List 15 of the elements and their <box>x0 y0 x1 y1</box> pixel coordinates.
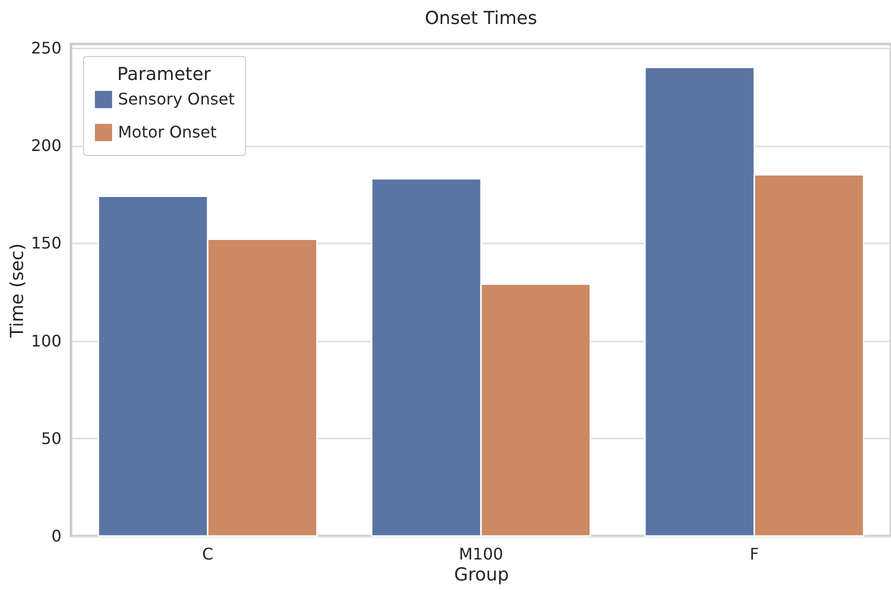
x-tick-label: M100 <box>458 544 504 564</box>
y-tick-label: 50 <box>41 428 62 448</box>
y-tick-label: 200 <box>30 136 62 156</box>
y-tick-label: 100 <box>30 331 62 350</box>
y-tick-label: 0 <box>51 526 62 546</box>
chart-title: Onset Times <box>424 8 538 29</box>
x-tick-label: F <box>750 544 759 564</box>
x-tick-label: C <box>202 544 214 564</box>
y-tick-label: 150 <box>30 234 62 253</box>
legend-title: Parameter <box>117 64 212 85</box>
y-tick-label: 250 <box>30 38 62 58</box>
y-axis-title: Time (sec) <box>6 243 28 339</box>
legend-label: Sensory Onset <box>118 90 235 108</box>
x-axis-title: Group <box>454 564 509 586</box>
legend-label: Motor Onset <box>118 122 217 142</box>
